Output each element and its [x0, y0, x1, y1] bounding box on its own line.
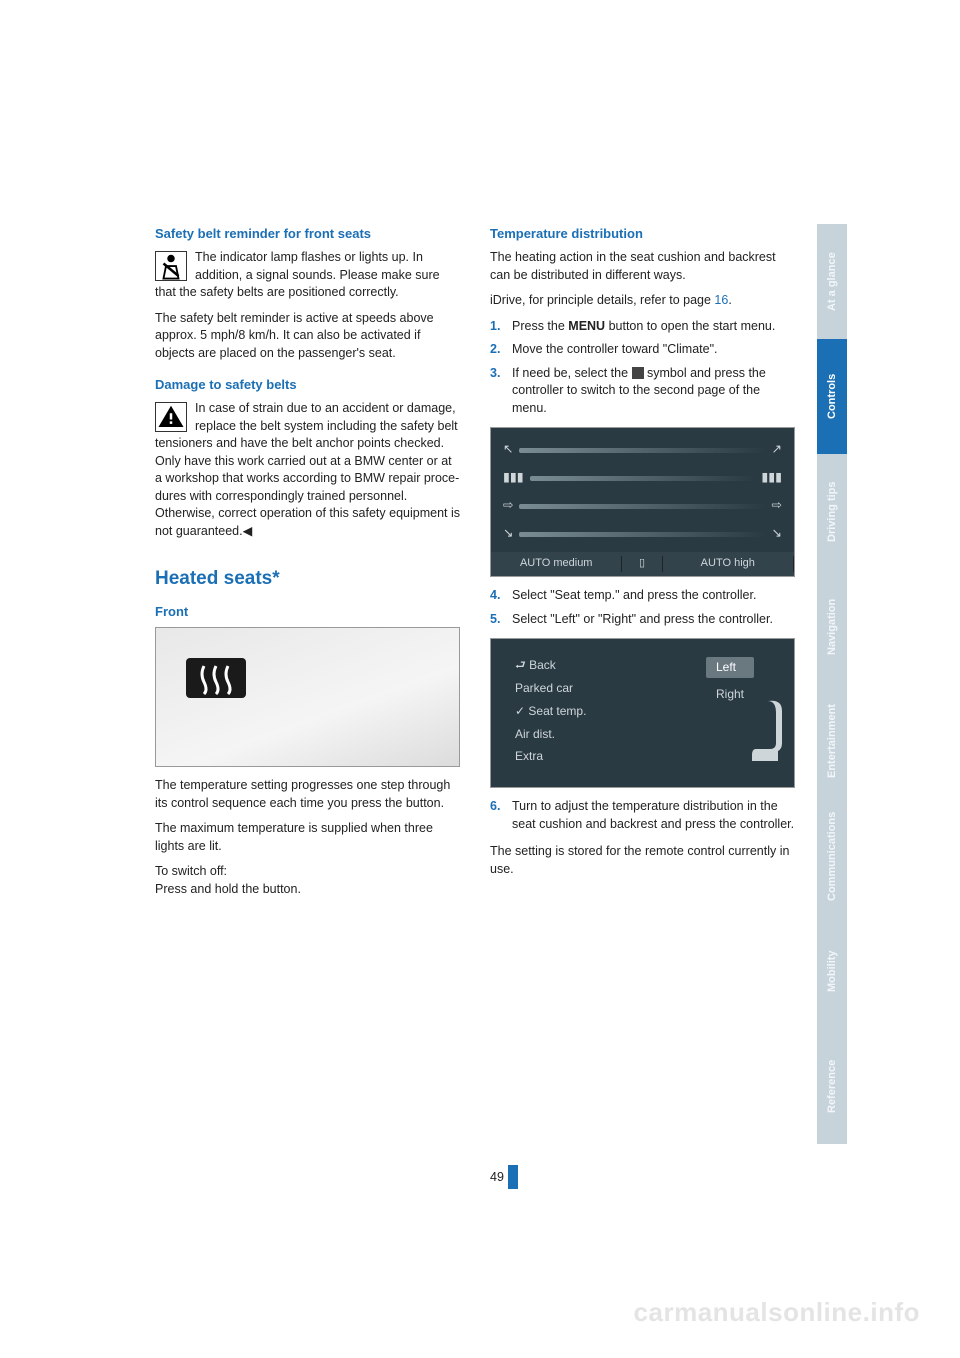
climate-bars-icon: ▮▮▮	[761, 469, 782, 487]
steps-list-c: 6. Turn to adjust the temperature distri…	[490, 798, 795, 833]
steps-list-b: 4. Select "Seat temp." and press the con…	[490, 587, 795, 628]
safety-paragraph-block: The indicator lamp flashes or lights up.…	[155, 249, 460, 310]
climate-bars-icon: ▮▮▮	[503, 469, 524, 487]
climate-arrow-icon: ↗	[772, 441, 782, 459]
tab-driving-tips[interactable]: Driving tips	[817, 454, 847, 569]
page-number-marker	[508, 1165, 518, 1189]
tab-controls[interactable]: Controls	[817, 339, 847, 454]
right-column: Temperature distribution The heating act…	[490, 225, 795, 906]
figure-seat-temp-menu: ⮐ Back Parked car ✓ Seat temp. Air dist.…	[490, 638, 795, 788]
menu-item-back: ⮐ Back	[515, 657, 586, 674]
safety-text-1: The indicator lamp flashes or lights up.…	[155, 249, 460, 302]
climate-arrow-icon: ↘	[503, 525, 513, 543]
idrive-suffix: .	[728, 293, 731, 307]
left-column: Safety belt reminder for front seats The…	[155, 225, 460, 906]
temp-text-1: The heating action in the seat cushion a…	[490, 249, 795, 284]
heated-seat-button-icon	[186, 658, 246, 698]
step-number: 2.	[490, 341, 512, 359]
page-content: Safety belt reminder for front seats The…	[155, 225, 795, 906]
climate-gradient-bar	[530, 476, 756, 481]
menu-item-parked-car: Parked car	[515, 680, 586, 697]
steps-list-a: 1. Press the MENU button to open the sta…	[490, 318, 795, 418]
heading-heated-seats: Heated seats*	[155, 566, 460, 593]
step-3: 3. If need be, select the symbol and pre…	[490, 365, 795, 418]
heading-front: Front	[155, 603, 460, 621]
damage-text: In case of strain due to an accident or …	[155, 400, 460, 540]
tab-at-a-glance[interactable]: At a glance	[817, 224, 847, 339]
warning-triangle-icon	[155, 402, 187, 432]
step-number: 4.	[490, 587, 512, 605]
page-indicator-icon: ▯	[622, 556, 662, 571]
climate-gradient-bar	[519, 448, 765, 453]
idrive-prefix: iDrive, for principle details, refer to …	[490, 293, 714, 307]
step-5: 5. Select "Left" or "Right" and press th…	[490, 611, 795, 629]
figure-heated-seat-button	[155, 627, 460, 767]
auto-high-label: AUTO high	[663, 556, 794, 571]
climate-arrow-icon: ⇨	[503, 497, 513, 515]
climate-arrow-icon: ↖	[503, 441, 513, 459]
page-number: 49	[490, 1170, 504, 1184]
menu-button-label: MENU	[568, 319, 605, 333]
temp-text-2: iDrive, for principle details, refer to …	[490, 292, 795, 310]
climate-arrow-icon: ⇨	[772, 497, 782, 515]
tab-mobility[interactable]: Mobility	[817, 914, 847, 1029]
damage-paragraph-block: In case of strain due to an accident or …	[155, 400, 460, 548]
step-3-prefix: If need be, select the	[512, 366, 632, 380]
step-number: 3.	[490, 365, 512, 418]
step-6: 6. Turn to adjust the temperature distri…	[490, 798, 795, 833]
step-text: Select "Seat temp." and press the contro…	[512, 587, 795, 605]
page-link-16[interactable]: 16	[714, 293, 728, 307]
menu-option-right: Right	[706, 684, 754, 705]
step-text: If need be, select the symbol and press …	[512, 365, 795, 418]
menu-left-list: ⮐ Back Parked car ✓ Seat temp. Air dist.…	[515, 657, 586, 771]
step-number: 6.	[490, 798, 512, 833]
step-1-suffix: button to open the start menu.	[605, 319, 775, 333]
figure-climate-screen: ↖ ↗ ▮▮▮ ▮▮▮ ⇨ ⇨ ↘ ↘ AUTO medium ▯ AUTO high	[490, 427, 795, 577]
step-text: Move the controller toward "Climate".	[512, 341, 795, 359]
step-1-prefix: Press the	[512, 319, 568, 333]
step-text: Press the MENU button to open the start …	[512, 318, 795, 336]
step-text: Select "Left" or "Right" and press the c…	[512, 611, 795, 629]
heading-damage-belts: Damage to safety belts	[155, 376, 460, 394]
watermark-text: carmanualsonline.info	[634, 1297, 920, 1328]
menu-item-extra: Extra	[515, 748, 586, 765]
tab-navigation[interactable]: Navigation	[817, 569, 847, 684]
seat-silhouette-icon	[748, 699, 784, 763]
safety-text-2: The safety belt reminder is active at sp…	[155, 310, 460, 363]
climate-gradient-bar	[519, 532, 765, 537]
climate-gradient-bar	[519, 504, 765, 509]
page-switch-icon	[632, 367, 644, 379]
menu-right-list: Left Right	[706, 657, 754, 711]
switch-off-label: To switch off:	[155, 864, 227, 878]
menu-item-air-dist: Air dist.	[515, 726, 586, 743]
auto-medium-label: AUTO medium	[491, 556, 622, 571]
step-2: 2. Move the controller toward "Climate".	[490, 341, 795, 359]
heading-safety-belt-reminder: Safety belt reminder for front seats	[155, 225, 460, 243]
front-text-2: The maximum temperature is supplied when…	[155, 820, 460, 855]
section-tabs: At a glance Controls Driving tips Naviga…	[817, 224, 847, 1144]
tab-entertainment[interactable]: Entertainment	[817, 684, 847, 799]
menu-option-left: Left	[706, 657, 754, 678]
step-text: Turn to adjust the temperature distribut…	[512, 798, 795, 833]
temp-end-text: The setting is stored for the remote con…	[490, 843, 795, 878]
step-number: 5.	[490, 611, 512, 629]
page-number-block: 49	[490, 1165, 518, 1189]
step-4: 4. Select "Seat temp." and press the con…	[490, 587, 795, 605]
climate-bottom-bar: AUTO medium ▯ AUTO high	[491, 552, 794, 576]
switch-off-instruction: Press and hold the button.	[155, 882, 301, 896]
seatbelt-indicator-icon	[155, 251, 187, 281]
step-number: 1.	[490, 318, 512, 336]
front-text-1: The temperature setting progresses one s…	[155, 777, 460, 812]
tab-communications[interactable]: Communications	[817, 799, 847, 914]
climate-arrow-icon: ↘	[772, 525, 782, 543]
menu-item-seat-temp: ✓ Seat temp.	[515, 703, 586, 720]
tab-reference[interactable]: Reference	[817, 1029, 847, 1144]
front-text-3: To switch off: Press and hold the button…	[155, 863, 460, 898]
step-1: 1. Press the MENU button to open the sta…	[490, 318, 795, 336]
heading-temperature-distribution: Temperature distribution	[490, 225, 795, 243]
